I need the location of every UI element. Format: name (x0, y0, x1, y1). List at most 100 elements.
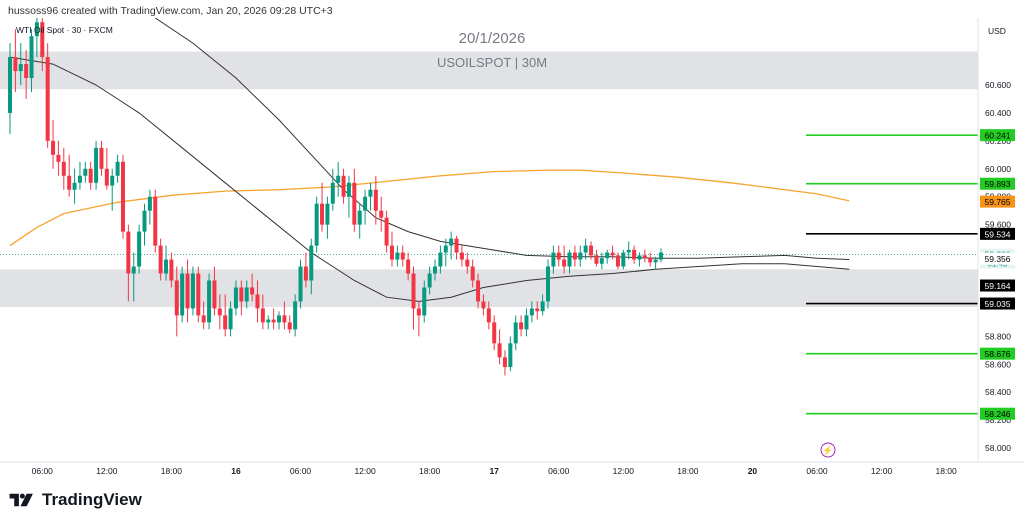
candle (287, 315, 292, 334)
candle-body (131, 266, 136, 274)
level-badge: 59.893 (980, 177, 1015, 190)
price-badge-bg (980, 252, 1015, 265)
candle (615, 252, 620, 270)
candle-body (61, 161, 66, 176)
price-badge-label: 59.356 (985, 254, 1011, 264)
candle-body (180, 273, 185, 316)
candle (190, 266, 195, 316)
candle-body (314, 203, 319, 246)
alert-icon[interactable]: ⚡ (820, 442, 836, 458)
candle (336, 161, 341, 197)
candle (363, 189, 368, 225)
candle-body (572, 252, 577, 260)
candle-body (562, 259, 567, 267)
candle (621, 249, 626, 270)
candle-body (583, 245, 588, 253)
candle (400, 245, 405, 267)
level-badge-label: 59.893 (985, 179, 1011, 189)
candle-body (207, 280, 212, 323)
candle (529, 301, 534, 323)
candle (77, 161, 82, 190)
candle-body (497, 343, 502, 358)
candle (94, 140, 99, 190)
candle-body (72, 182, 77, 190)
candle-body (379, 210, 384, 218)
candle (416, 301, 421, 337)
candle (589, 241, 594, 260)
time-tick-label: 20 (748, 466, 758, 476)
candle (293, 294, 298, 337)
candle-body (476, 280, 481, 302)
candle (137, 224, 142, 274)
level-badge-bg (980, 297, 1015, 310)
candle-body (578, 252, 583, 260)
candle-body (346, 182, 351, 197)
candle (325, 196, 330, 239)
candle (346, 175, 351, 218)
candle (250, 273, 255, 302)
candle-body (621, 252, 626, 267)
candle (244, 280, 249, 309)
candle (110, 168, 115, 211)
price-chart[interactable]: 20/1/2026 USOILSPOT | 30M 60.600 60.400 60… (0, 15, 1024, 480)
candle-body (255, 294, 260, 309)
candle-body (185, 273, 190, 309)
candle (438, 245, 443, 274)
level-badge-label: 59.035 (985, 299, 1011, 309)
candle-body (303, 266, 308, 281)
level-badge-bg (980, 347, 1015, 360)
candle-body (45, 57, 50, 141)
candle-body (266, 319, 271, 323)
candle-body (433, 266, 438, 274)
candle-body (438, 252, 443, 267)
candle (13, 29, 18, 92)
time-tick-label: 16 (231, 466, 241, 476)
candle-body (83, 168, 88, 176)
candle (465, 252, 470, 274)
candle (470, 259, 475, 288)
candle-body (524, 315, 529, 330)
candle (169, 252, 174, 288)
candle-body (18, 64, 23, 72)
level-badge-label: 60.241 (985, 131, 1011, 141)
time-tick-label: 12:00 (96, 466, 118, 476)
candle-body (40, 22, 45, 58)
candle-body (298, 266, 303, 302)
candle-body (454, 238, 459, 253)
candle (486, 301, 491, 330)
candle-body (648, 258, 653, 263)
candle-body (239, 287, 244, 302)
candle-body (212, 280, 217, 309)
tradingview-wordmark: TradingView (42, 490, 142, 509)
candle (449, 231, 454, 260)
candle (99, 140, 104, 176)
candle (298, 259, 303, 309)
time-tick-label: 12:00 (871, 466, 893, 476)
level-badge-bg (980, 227, 1015, 240)
candle-body (599, 258, 604, 264)
candle (599, 252, 604, 270)
candle-body (492, 322, 497, 344)
candle-body (34, 22, 39, 37)
level-badge: 58.246 (980, 407, 1015, 420)
candle (217, 294, 222, 330)
candles-layer (8, 15, 663, 376)
level-badge-label: 59.534 (985, 229, 1011, 239)
time-axis: 06:00 12:00 18:00 16 06:00 12:00 18:00 17 06:00 1… (32, 466, 957, 476)
chart-frame[interactable]: 20/1/2026 USOILSPOT | 30M 60.600 60.400 60… (0, 15, 1024, 480)
symbol-legend: WTI Oil Spot · 30 · FXCM (16, 25, 113, 35)
candle (104, 147, 109, 190)
candle (24, 50, 29, 99)
candle (72, 168, 77, 204)
candle (658, 248, 663, 263)
candle-body (77, 175, 82, 183)
watermark-symbol: USOILSPOT | 30M (437, 55, 547, 70)
candle (8, 43, 12, 134)
candle-body (658, 252, 663, 260)
candle-body (320, 203, 325, 225)
candle (255, 280, 260, 323)
candle (540, 294, 545, 316)
candle (40, 15, 45, 72)
price-badge-label: 59.164 (985, 281, 1011, 291)
candle-body (115, 161, 120, 176)
